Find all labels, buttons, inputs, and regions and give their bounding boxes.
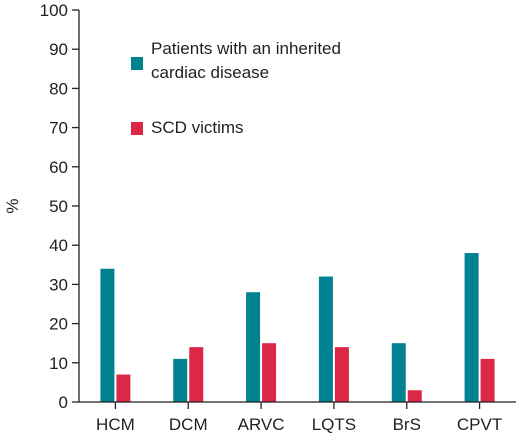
x-tick-label: DCM [169,415,208,434]
y-tick-label: 50 [49,197,68,216]
y-tick-label: 70 [49,119,68,138]
y-axis-ticks: 0 10 20 30 40 50 60 70 80 90 100 [40,1,79,412]
bar-patients-arvc [246,292,261,402]
legend-label: Patients with an inherited [151,39,341,58]
bar-scd-victims-arvc [262,343,277,402]
legend-swatch-patients [131,57,143,70]
x-axis-ticks: HCM DCM ARVC LQTS BrS CPVT [96,402,502,434]
y-tick-label: 20 [49,315,68,334]
y-tick-label: 100 [40,1,68,20]
bar-patients-dcm [173,358,188,402]
bar-scd-victims-cpvt [480,358,495,402]
y-axis-title: % [3,198,22,213]
bars [100,253,495,402]
y-tick-label: 10 [49,354,68,373]
y-tick-label: 90 [49,40,68,59]
bar-patients-lqts [318,276,333,402]
bar-patients-brs [391,343,406,402]
bar-scd-victims-lqts [334,347,349,402]
legend-label: cardiac disease [151,63,269,82]
bar-patients-hcm [100,268,115,402]
x-tick-label: ARVC [238,415,285,434]
bar-scd-victims-brs [407,390,422,402]
y-tick-label: 30 [49,275,68,294]
bar-scd-victims-dcm [189,347,204,402]
x-tick-label: CPVT [457,415,502,434]
bar-scd-victims-hcm [116,374,131,402]
y-tick-label: 0 [59,393,68,412]
bar-patients-cpvt [464,253,479,402]
y-tick-label: 80 [49,79,68,98]
x-tick-label: LQTS [312,415,356,434]
x-tick-label: HCM [96,415,135,434]
legend: Patients with an inherited cardiac diseas… [131,39,341,137]
legend-label: SCD victims [151,118,244,137]
x-tick-label: BrS [393,415,421,434]
y-tick-label: 40 [49,236,68,255]
legend-swatch-scd-victims [131,122,143,135]
y-tick-label: 60 [49,158,68,177]
